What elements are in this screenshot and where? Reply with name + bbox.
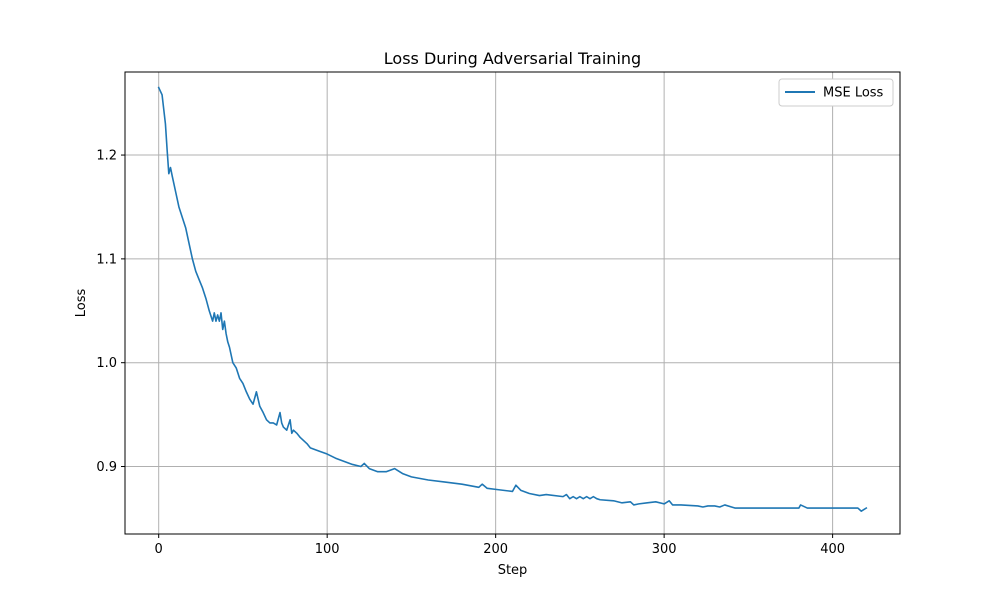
- x-tick-label: 400: [820, 542, 845, 557]
- chart-title: Loss During Adversarial Training: [384, 49, 641, 68]
- legend: MSE Loss: [778, 78, 894, 107]
- x-tick-label: 200: [483, 542, 508, 557]
- legend-box: [778, 78, 894, 107]
- plot-area: [125, 72, 900, 534]
- x-tick-label: 0: [155, 542, 163, 557]
- y-tick-label: 0.9: [96, 460, 117, 475]
- series-line-mse-loss: [157, 86, 868, 512]
- x-axis-label: Step: [498, 563, 528, 578]
- grid-lines: [125, 72, 900, 534]
- x-tick-label: 100: [315, 542, 340, 557]
- series-layer: [157, 86, 868, 512]
- x-tick-label: 300: [652, 542, 677, 557]
- y-tick-label: 1.2: [96, 149, 117, 164]
- y-tick-label: 1.1: [96, 252, 117, 267]
- legend-label: MSE Loss: [823, 86, 884, 101]
- plot-frame: [124, 71, 901, 535]
- y-axis-label: Loss: [74, 289, 89, 318]
- axis-ticks: 0 100 200 300 400 0.9 1.0 1.1 1.2: [96, 149, 845, 557]
- y-tick-label: 1.0: [96, 356, 117, 371]
